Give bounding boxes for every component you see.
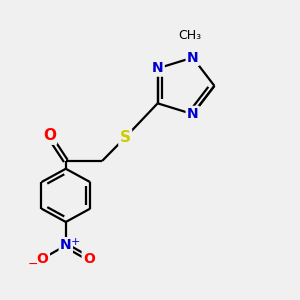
Text: O: O — [37, 252, 49, 266]
Text: N: N — [187, 107, 199, 121]
Text: N: N — [152, 61, 164, 75]
Text: O: O — [83, 252, 95, 266]
Text: CH₃: CH₃ — [178, 29, 201, 42]
Text: N: N — [60, 238, 72, 252]
Text: −: − — [28, 258, 38, 271]
Text: N: N — [187, 51, 199, 64]
Text: S: S — [120, 130, 131, 145]
Text: +: + — [70, 237, 80, 247]
Text: O: O — [43, 128, 56, 143]
